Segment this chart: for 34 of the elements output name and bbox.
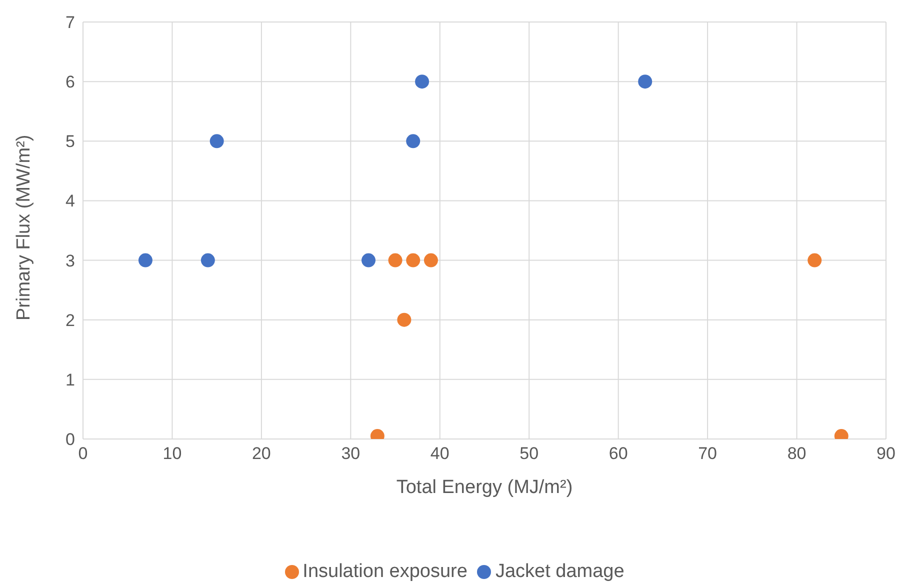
y-tick-label: 0 <box>66 430 75 450</box>
x-tick-label: 50 <box>520 444 539 464</box>
y-tick-label: 3 <box>66 251 75 270</box>
point <box>397 312 412 327</box>
x-tick-label: 60 <box>608 444 628 464</box>
point <box>406 253 420 268</box>
x-tick-label: 40 <box>430 444 450 464</box>
point <box>200 253 215 268</box>
point <box>388 253 402 268</box>
point <box>415 74 430 89</box>
point <box>362 253 376 268</box>
legend-label: Insulation exposure <box>302 561 468 582</box>
x-tick-label: 10 <box>162 444 182 464</box>
y-tick-label: 5 <box>66 132 75 152</box>
x-axis-title: Total Energy (MJ/m²) <box>396 477 573 498</box>
y-tick-label: 6 <box>66 72 75 92</box>
x-tick-label: 70 <box>698 444 718 464</box>
point <box>808 253 822 268</box>
x-tick-label: 20 <box>252 444 271 464</box>
x-tick-label: 30 <box>341 444 360 464</box>
legend-label: Jacket damage <box>495 561 624 582</box>
y-tick-label: 7 <box>66 13 75 32</box>
point <box>210 134 224 148</box>
point <box>406 134 420 148</box>
y-axis-title: Primary Flux (MW/m²) <box>14 134 35 320</box>
x-tick-label: 90 <box>876 444 896 464</box>
y-tick-label: 4 <box>66 192 75 211</box>
x-tick-label: 80 <box>787 444 806 464</box>
y-tick-label: 2 <box>66 310 75 330</box>
point <box>424 253 438 268</box>
point <box>138 253 152 268</box>
point <box>638 74 652 89</box>
y-tick-label: 1 <box>66 370 75 390</box>
x-tick-label: 0 <box>78 444 88 464</box>
